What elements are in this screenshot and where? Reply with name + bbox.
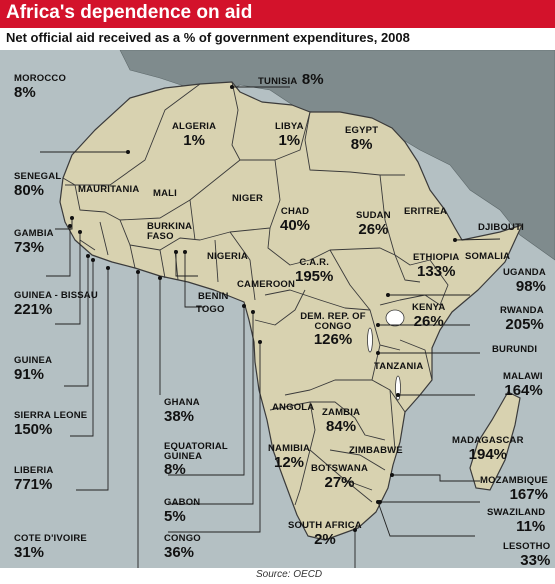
label-sudan: SUDAN 26%: [356, 210, 391, 238]
label-tanzania: TANZANIA: [374, 361, 424, 372]
label-djibouti: DJIBOUTI: [478, 222, 524, 233]
label-benin: BENIN: [198, 291, 229, 302]
chart-subtitle: Net official aid received as a % of gove…: [6, 30, 410, 45]
label-congo: CONGO 36%: [164, 533, 201, 561]
label-guinea: GUINEA 91%: [14, 355, 53, 383]
label-zambia: ZAMBIA 84%: [322, 407, 361, 435]
label-lesotho: LESOTHO 33%: [503, 541, 551, 569]
label-chad: CHAD 40%: [280, 206, 311, 234]
leader-dots: [68, 85, 457, 532]
label-niger: NIGER: [232, 193, 264, 204]
label-togo: TOGO: [196, 304, 225, 315]
label-algeria: ALGERIA 1%: [172, 121, 217, 149]
label-drc: DEM. REP. OF CONGO 126%: [300, 311, 366, 348]
label-ethiopia: ETHIOPIA 133%: [413, 252, 460, 280]
label-burundi: BURUNDI: [492, 344, 538, 355]
label-car: C.A.R. 195%: [295, 257, 334, 285]
label-madagascar: MADAGASCAR 194%: [452, 435, 524, 463]
label-cameroon: CAMEROON: [237, 279, 296, 290]
label-guinea-bissau: GUINEA - BISSAU 221%: [14, 290, 98, 318]
label-mozambique: MOZAMBIQUE 167%: [480, 475, 548, 503]
lake-tanganyika: [367, 327, 373, 353]
africa-continent: [59, 81, 523, 541]
country-borders: [62, 81, 449, 506]
source-note: Source: OECD: [256, 569, 323, 580]
label-kenya: KENYA 26%: [412, 302, 446, 330]
label-nigeria: NIGERIA: [207, 251, 248, 262]
label-senegal: SENEGAL 80%: [14, 171, 62, 199]
label-morocco: MOROCCO 8%: [14, 73, 67, 101]
madagascar-island: [469, 391, 521, 491]
leader-lines: [40, 86, 501, 568]
label-gabon: GABON 5%: [164, 497, 201, 525]
label-somalia: SOMALIA: [465, 251, 511, 262]
label-swaziland: SWAZILAND 11%: [487, 507, 546, 535]
label-mauritania: MAURITANIA: [78, 184, 140, 195]
header-bar: Africa's dependence on aid: [0, 0, 555, 28]
label-ghana: GHANA 38%: [164, 397, 200, 425]
label-eritrea: ERITREA: [404, 206, 448, 217]
label-south-africa: SOUTH AFRICA 2%: [288, 520, 362, 548]
label-egypt: EGYPT 8%: [345, 125, 379, 153]
label-mali: MALI: [153, 188, 178, 199]
label-libya: LIBYA 1%: [275, 121, 304, 149]
label-burkina-faso: BURKINA FASO: [147, 221, 192, 242]
lake-victoria: [385, 309, 405, 327]
label-angola: ANGOLA: [272, 402, 315, 413]
label-liberia: LIBERIA 771%: [14, 465, 54, 493]
label-botswana: BOTSWANA 27%: [311, 463, 369, 491]
label-tunisia: TUNISIA 8%: [258, 71, 324, 88]
africa-map: [0, 50, 555, 568]
chart-title: Africa's dependence on aid: [6, 2, 253, 23]
label-cote-divoire: COTE D'IVOIRE 31%: [14, 533, 87, 561]
label-rwanda: RWANDA 205%: [500, 305, 544, 333]
label-zimbabwe: ZIMBABWE: [349, 445, 403, 456]
label-uganda: UGANDA 98%: [503, 267, 546, 295]
label-namibia: NAMIBIA 12%: [268, 443, 311, 471]
label-sierra-leone: SIERRA LEONE 150%: [14, 410, 88, 438]
label-gambia: GAMBIA 73%: [14, 228, 54, 256]
label-equatorial-guinea: EQUATORIAL GUINEA 8%: [164, 441, 228, 478]
label-malawi: MALAWI 164%: [503, 371, 543, 399]
